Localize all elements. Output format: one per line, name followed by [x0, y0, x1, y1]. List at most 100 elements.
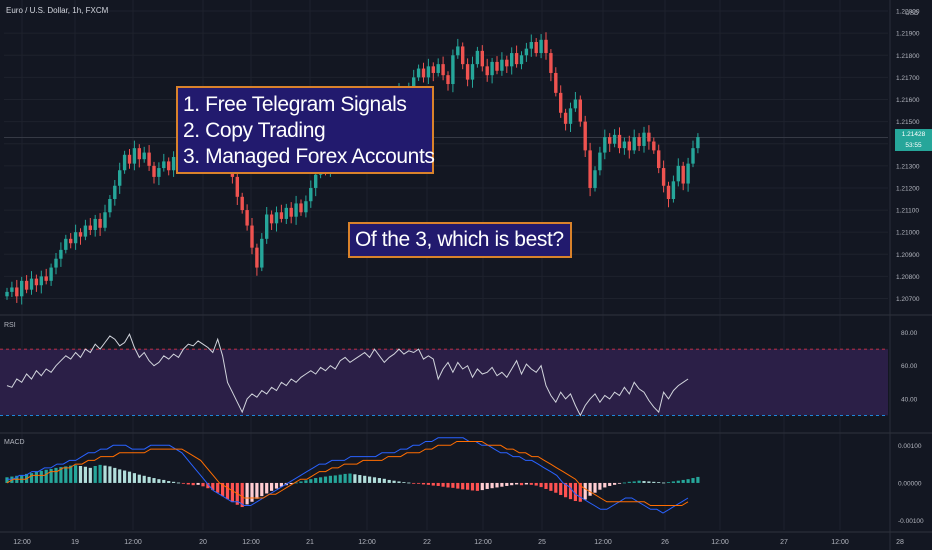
macd-histogram-bar	[152, 478, 156, 483]
candle-body	[514, 53, 519, 65]
candle-body	[578, 99, 582, 122]
rsi-band	[0, 348, 888, 416]
candle-body	[64, 238, 68, 250]
candle-body	[480, 50, 484, 67]
option-telegram-signals: 1. Free Telegram Signals	[183, 93, 407, 116]
candle-body	[127, 154, 132, 164]
macd-histogram-bar	[613, 482, 617, 485]
candle-body	[666, 185, 671, 200]
macd-histogram-bar	[5, 477, 9, 483]
candle-body	[49, 267, 53, 281]
candle-body	[279, 212, 284, 219]
macd-histogram-bar	[421, 482, 426, 485]
macd-histogram-bar	[652, 481, 656, 483]
candle-body	[475, 50, 480, 65]
time-tick-label: 12:00	[124, 539, 142, 546]
macd-histogram-bar	[333, 475, 337, 483]
macd-histogram-bar	[216, 482, 220, 493]
macd-histogram-bar	[598, 482, 602, 490]
rsi-band-fill	[0, 349, 888, 416]
macd-histogram-bar	[353, 474, 357, 483]
candle-body	[431, 66, 435, 73]
candle-body	[118, 170, 122, 186]
macd-histogram-bar	[573, 482, 577, 502]
macd-histogram-bar	[69, 465, 73, 483]
candle-body	[152, 165, 156, 177]
macd-histogram-bar	[431, 482, 435, 486]
candle-body	[549, 53, 553, 73]
candle-body	[269, 214, 274, 224]
rsi-line	[6, 333, 689, 417]
candle-body	[490, 61, 494, 76]
candle-body	[34, 278, 39, 286]
macd-histogram-bar	[186, 482, 190, 485]
macd-histogram-bar	[529, 482, 533, 485]
macd-histogram-bar	[265, 482, 269, 494]
macd-histogram-bar	[446, 482, 450, 488]
macd-pane-label[interactable]: MACD	[4, 439, 25, 446]
macd-histogram-bar	[206, 482, 210, 489]
macd-histogram-bar	[568, 482, 573, 500]
candle-body	[421, 68, 426, 78]
macd-histogram-bar	[554, 482, 558, 493]
candle-body	[686, 163, 690, 184]
time-tick-label: 12:00	[594, 539, 612, 546]
macd-histogram-bar	[588, 482, 592, 496]
macd-histogram-bar	[642, 481, 646, 483]
macd-histogram-bar	[157, 479, 161, 483]
macd-histogram-bar	[338, 474, 342, 483]
candle-body	[608, 137, 612, 144]
macd-histogram-bar	[93, 466, 97, 483]
options-callout: 1. Free Telegram Signals 2. Copy Trading…	[176, 86, 435, 174]
candle-body	[88, 225, 92, 230]
candle-body	[500, 59, 504, 71]
candle-body	[10, 287, 14, 292]
macd-histogram-bar	[103, 465, 107, 483]
candle-body	[544, 39, 548, 54]
macd-histogram-bar	[622, 482, 626, 484]
candle-body	[122, 154, 127, 171]
time-tick-label: 27	[780, 539, 788, 546]
candle-body	[93, 218, 97, 230]
candle-body	[559, 92, 563, 113]
candle-body	[637, 137, 641, 146]
rsi-pane-label[interactable]: RSI	[4, 322, 16, 329]
macd-histogram-bar	[260, 482, 264, 497]
candle-body	[676, 165, 680, 182]
rsi-tick-label: 60.00	[901, 363, 918, 370]
candle-body	[44, 276, 48, 281]
macd-histogram-bar	[368, 476, 372, 483]
macd-histogram-bar	[676, 480, 680, 483]
candle-body	[54, 258, 58, 268]
currency-label: USD	[905, 10, 919, 17]
macd-tick-label: 0.00100	[898, 443, 922, 450]
candle-body	[617, 134, 622, 149]
candle-body	[485, 66, 489, 76]
candle-body	[661, 168, 666, 186]
macd-histogram-bar	[343, 473, 347, 483]
candle-body	[24, 280, 29, 290]
macd-histogram-bar	[490, 482, 494, 489]
macd-histogram-bar	[480, 482, 484, 491]
macd-histogram-bar	[123, 470, 127, 483]
macd-histogram-bar	[559, 482, 563, 495]
candle-body	[495, 61, 499, 71]
symbol-title[interactable]: Euro / U.S. Dollar, 1h, FXCM	[6, 6, 109, 15]
macd-histogram-bar	[39, 470, 43, 483]
macd-histogram-bar	[225, 482, 230, 500]
candle-body	[461, 46, 465, 65]
candle-body	[113, 185, 117, 200]
time-tick-label: 19	[71, 539, 79, 546]
macd-histogram-bar	[578, 482, 582, 502]
macd-histogram-bar	[534, 482, 538, 486]
candle-body	[83, 225, 88, 237]
macd-histogram-bar	[108, 466, 112, 483]
candle-body	[132, 148, 137, 164]
candle-body	[412, 77, 416, 89]
candle-body	[563, 112, 568, 124]
macd-histogram-bar	[632, 481, 636, 483]
macd-histogram-bar	[29, 473, 34, 483]
macd-histogram-bar	[191, 482, 195, 486]
macd-histogram-bar	[387, 479, 391, 483]
